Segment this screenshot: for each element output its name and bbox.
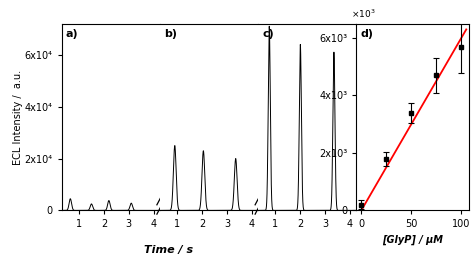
Y-axis label: ECL Intensity /  a.u.: ECL Intensity / a.u. <box>13 69 23 165</box>
Text: c): c) <box>262 29 274 39</box>
Text: a): a) <box>65 29 78 39</box>
X-axis label: [GlyP] / μM: [GlyP] / μM <box>382 235 443 245</box>
Text: Time / s: Time / s <box>144 245 193 255</box>
Text: d): d) <box>361 29 374 39</box>
Text: $\times10^3$: $\times10^3$ <box>351 8 375 20</box>
Text: b): b) <box>164 29 177 39</box>
